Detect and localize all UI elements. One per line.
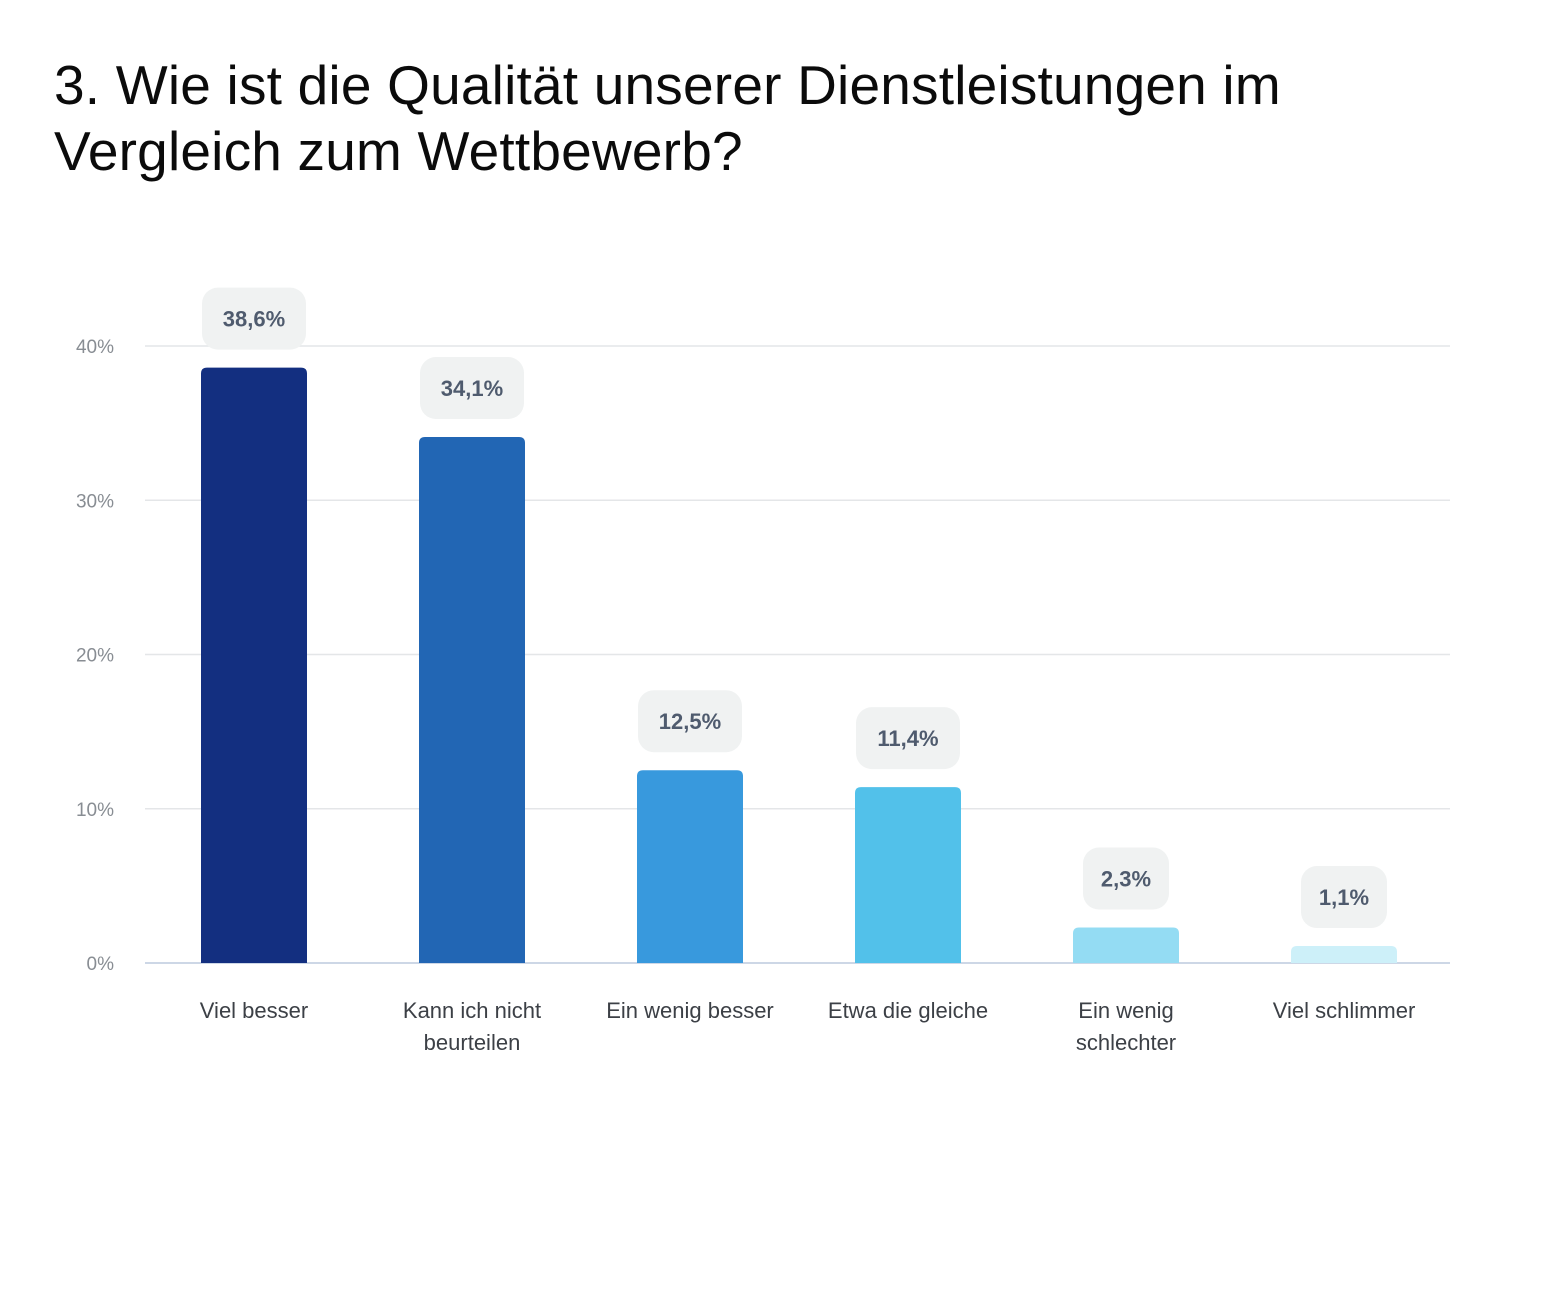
- data-label: 1,1%: [1319, 885, 1369, 910]
- data-label: 11,4%: [877, 726, 938, 751]
- y-tick-label: 20%: [76, 646, 114, 667]
- data-label-bubble: [1083, 847, 1169, 910]
- data-label-bubble: [1301, 866, 1387, 929]
- y-tick-label: 40%: [76, 337, 114, 358]
- y-tick-label: 10%: [76, 800, 114, 821]
- x-tick-label: Viel schlimmer: [1273, 998, 1416, 1023]
- x-tick-label: Etwa die gleiche: [828, 998, 988, 1023]
- gridlines: [145, 345, 1450, 964]
- data-labels: 38,6% 34,1% 12,5% 11,4% 2,3% 1,1%: [202, 287, 1387, 929]
- x-axis: Viel besser Kann ich nicht beurteilen Ein w…: [200, 998, 1416, 1055]
- data-label-bubble: [856, 707, 960, 770]
- data-label-bubble: [202, 287, 306, 350]
- x-tick-label: Ein wenig besser: [606, 998, 774, 1023]
- bar[interactable]: [419, 437, 525, 963]
- data-label: 34,1%: [441, 376, 503, 401]
- bar[interactable]: [1073, 927, 1179, 963]
- x-tick-label: schlechter: [1076, 1030, 1176, 1055]
- data-label: 38,6%: [223, 307, 285, 332]
- chart-title: 3. Wie ist die Qualität unserer Dienstle…: [54, 54, 1281, 182]
- y-axis: 0% 10% 20% 30% 40%: [76, 337, 114, 975]
- y-tick-label: 0%: [87, 954, 115, 975]
- data-label: 2,3%: [1101, 867, 1151, 892]
- y-tick-label: 30%: [76, 491, 114, 512]
- data-label-bubble: [638, 690, 742, 753]
- bar[interactable]: [855, 787, 961, 963]
- bar[interactable]: [637, 770, 743, 963]
- x-tick-label: Ein wenig: [1078, 998, 1173, 1023]
- bars: [201, 367, 1397, 964]
- bar[interactable]: [201, 367, 307, 964]
- x-tick-label: Kann ich nicht: [403, 998, 541, 1023]
- data-label: 12,5%: [659, 709, 721, 734]
- x-tick-label: beurteilen: [424, 1030, 521, 1055]
- data-label-bubble: [420, 357, 524, 420]
- bar[interactable]: [1291, 946, 1397, 963]
- x-tick-label: Viel besser: [200, 998, 308, 1023]
